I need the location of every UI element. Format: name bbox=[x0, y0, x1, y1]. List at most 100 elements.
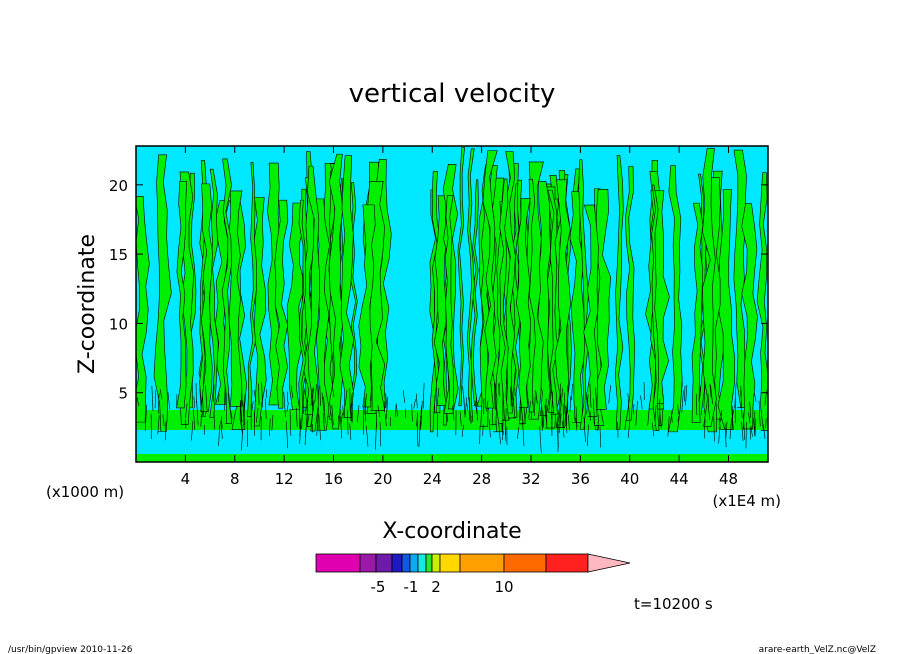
time-label: t=10200 s bbox=[634, 595, 713, 613]
contour-line bbox=[459, 411, 462, 427]
bottom-band bbox=[136, 454, 768, 462]
contour-line bbox=[323, 396, 326, 424]
contour-line bbox=[159, 389, 163, 400]
x-unit-right: (x1E4 m) bbox=[712, 492, 781, 510]
contour-line bbox=[319, 385, 321, 406]
contour-line bbox=[575, 406, 578, 431]
contour-line bbox=[494, 382, 496, 410]
contour-line bbox=[654, 404, 657, 421]
x-tick-label: 28 bbox=[472, 470, 491, 488]
contour-line bbox=[418, 420, 421, 448]
contour-line bbox=[758, 400, 761, 427]
updraft-plume bbox=[625, 166, 636, 421]
colorbar-segment bbox=[391, 553, 403, 573]
contour-line bbox=[498, 422, 501, 445]
contour-line bbox=[151, 385, 154, 411]
contour-line bbox=[191, 421, 194, 441]
updraft-plume bbox=[433, 195, 447, 406]
updraft-plume bbox=[457, 147, 465, 407]
contour-line bbox=[474, 400, 478, 414]
contour-line bbox=[563, 392, 566, 415]
contour-line bbox=[762, 424, 766, 439]
contour-line bbox=[289, 409, 292, 436]
contour-line bbox=[511, 398, 515, 407]
colorbar-segment bbox=[401, 553, 411, 573]
contour-line bbox=[696, 393, 698, 416]
x-tick-label: 48 bbox=[719, 470, 738, 488]
contour-line bbox=[199, 388, 202, 413]
colorbar-segment bbox=[417, 553, 427, 573]
updraft-plume bbox=[554, 179, 571, 429]
y-tick-label: 10 bbox=[109, 315, 128, 333]
updraft-plume bbox=[274, 199, 289, 409]
contour-line bbox=[560, 383, 562, 403]
contour-line bbox=[377, 405, 381, 418]
contour-line bbox=[745, 422, 747, 449]
contour-line bbox=[338, 415, 340, 425]
contour-line bbox=[725, 421, 728, 439]
contour-line bbox=[681, 390, 684, 413]
contour-line bbox=[595, 387, 598, 412]
contour-line bbox=[558, 413, 562, 433]
contour-line bbox=[251, 401, 254, 410]
contour-line bbox=[741, 422, 744, 442]
contour-line bbox=[539, 426, 542, 454]
contour-line bbox=[265, 389, 268, 399]
contour-line bbox=[703, 419, 706, 439]
contour-line bbox=[627, 393, 630, 421]
updraft-plume bbox=[470, 179, 479, 406]
contour-line bbox=[286, 421, 289, 449]
contour-line bbox=[213, 412, 215, 430]
contour-line bbox=[707, 405, 711, 420]
contour-line bbox=[462, 386, 465, 406]
footer-left: /usr/bin/gpview 2010-11-26 bbox=[8, 645, 133, 654]
contour-line bbox=[384, 414, 387, 427]
updraft-plume bbox=[691, 202, 704, 423]
updraft-plume bbox=[153, 154, 172, 432]
contour-line bbox=[707, 393, 710, 407]
contour-line bbox=[347, 409, 349, 435]
colorbar-segment bbox=[409, 553, 419, 573]
contour-line bbox=[551, 391, 554, 419]
contour-fill-layer bbox=[136, 147, 768, 462]
contour-line bbox=[633, 404, 635, 414]
x-tick-label: 8 bbox=[230, 470, 240, 488]
contour-line bbox=[586, 424, 589, 447]
contour-line bbox=[750, 426, 753, 437]
updraft-plume bbox=[756, 172, 768, 431]
contour-line bbox=[464, 403, 467, 418]
contour-line bbox=[514, 387, 516, 397]
updraft-plume bbox=[200, 183, 213, 412]
contour-line bbox=[724, 423, 727, 448]
colorbar-extend-arrow bbox=[587, 553, 631, 573]
updraft-plume bbox=[315, 198, 330, 431]
contour-line bbox=[290, 385, 294, 399]
updraft-plume bbox=[482, 150, 498, 409]
contour-line bbox=[416, 412, 418, 427]
contour-line bbox=[271, 414, 274, 431]
contour-line bbox=[586, 394, 589, 415]
contour-line bbox=[416, 393, 418, 409]
contour-line bbox=[569, 396, 572, 412]
colorbar-tick-label: -5 bbox=[371, 578, 386, 596]
contour-line bbox=[299, 420, 302, 444]
contour-line bbox=[304, 426, 307, 446]
x-tick-label: 36 bbox=[571, 470, 590, 488]
updraft-plume bbox=[286, 202, 306, 410]
updraft-plume bbox=[247, 162, 257, 418]
contour-line bbox=[344, 389, 348, 406]
contour-line bbox=[710, 385, 713, 405]
contour-line bbox=[461, 424, 464, 437]
contour-line bbox=[743, 413, 746, 440]
x-unit-left: (x1000 m) bbox=[46, 483, 124, 501]
contour-line bbox=[302, 389, 305, 414]
contour-line bbox=[754, 393, 757, 402]
contour-line bbox=[193, 396, 195, 409]
x-tick-label: 16 bbox=[324, 470, 343, 488]
contour-line bbox=[446, 413, 448, 422]
updraft-plume bbox=[583, 204, 599, 418]
contour-line bbox=[575, 417, 578, 428]
contour-line bbox=[583, 416, 586, 443]
x-axis-label: X-coordinate bbox=[382, 519, 521, 544]
